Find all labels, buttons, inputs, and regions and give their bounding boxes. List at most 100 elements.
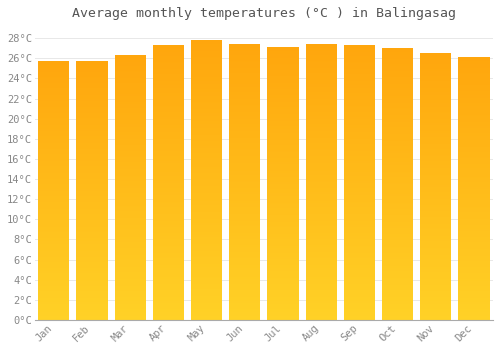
Bar [306, 220, 337, 222]
Bar [191, 159, 222, 160]
Bar [344, 114, 375, 115]
Bar [344, 238, 375, 239]
Bar [114, 156, 146, 157]
Bar [229, 225, 260, 226]
Bar [458, 258, 490, 260]
Bar [191, 132, 222, 134]
Bar [458, 241, 490, 243]
Bar [152, 247, 184, 248]
Bar [344, 312, 375, 313]
Bar [114, 115, 146, 116]
Bar [152, 209, 184, 210]
Bar [38, 87, 70, 89]
Bar [38, 317, 70, 318]
Bar [420, 316, 452, 317]
Bar [268, 256, 298, 257]
Bar [458, 65, 490, 66]
Bar [152, 49, 184, 51]
Bar [344, 220, 375, 221]
Bar [38, 315, 70, 316]
Bar [382, 256, 413, 258]
Bar [229, 215, 260, 217]
Bar [344, 195, 375, 196]
Bar [344, 198, 375, 199]
Bar [152, 132, 184, 133]
Bar [76, 240, 108, 241]
Bar [76, 125, 108, 126]
Bar [76, 186, 108, 187]
Bar [344, 97, 375, 99]
Bar [306, 283, 337, 284]
Bar [458, 269, 490, 270]
Bar [152, 176, 184, 177]
Bar [268, 264, 298, 265]
Bar [38, 188, 70, 189]
Bar [458, 106, 490, 107]
Bar [306, 215, 337, 217]
Bar [38, 312, 70, 314]
Bar [420, 197, 452, 198]
Bar [344, 222, 375, 224]
Bar [306, 226, 337, 228]
Bar [420, 112, 452, 113]
Bar [344, 151, 375, 152]
Bar [191, 166, 222, 167]
Bar [191, 186, 222, 187]
Bar [344, 140, 375, 141]
Bar [458, 97, 490, 98]
Bar [458, 286, 490, 287]
Bar [306, 113, 337, 114]
Bar [76, 276, 108, 277]
Bar [152, 141, 184, 143]
Bar [420, 260, 452, 261]
Bar [306, 197, 337, 198]
Bar [114, 274, 146, 275]
Bar [76, 280, 108, 281]
Bar [268, 113, 298, 114]
Bar [458, 262, 490, 264]
Bar [458, 243, 490, 244]
Bar [38, 109, 70, 110]
Bar [38, 228, 70, 229]
Bar [152, 225, 184, 226]
Bar [344, 218, 375, 220]
Bar [38, 246, 70, 247]
Bar [420, 132, 452, 133]
Bar [420, 91, 452, 92]
Bar [191, 233, 222, 235]
Bar [382, 282, 413, 283]
Bar [382, 109, 413, 111]
Bar [229, 85, 260, 87]
Bar [268, 313, 298, 315]
Bar [114, 245, 146, 246]
Bar [114, 164, 146, 165]
Bar [382, 142, 413, 143]
Bar [191, 198, 222, 200]
Bar [229, 72, 260, 73]
Bar [191, 43, 222, 44]
Bar [76, 189, 108, 191]
Bar [76, 222, 108, 223]
Bar [229, 250, 260, 251]
Bar [420, 173, 452, 175]
Bar [152, 96, 184, 97]
Bar [458, 231, 490, 232]
Bar [420, 188, 452, 189]
Bar [420, 245, 452, 247]
Bar [420, 61, 452, 63]
Bar [268, 259, 298, 260]
Bar [38, 135, 70, 136]
Bar [306, 198, 337, 200]
Bar [38, 99, 70, 100]
Bar [306, 219, 337, 220]
Bar [420, 229, 452, 231]
Bar [306, 157, 337, 159]
Bar [268, 289, 298, 290]
Bar [76, 136, 108, 138]
Bar [38, 227, 70, 228]
Bar [38, 285, 70, 286]
Bar [229, 217, 260, 218]
Bar [458, 84, 490, 85]
Bar [268, 125, 298, 126]
Bar [268, 234, 298, 236]
